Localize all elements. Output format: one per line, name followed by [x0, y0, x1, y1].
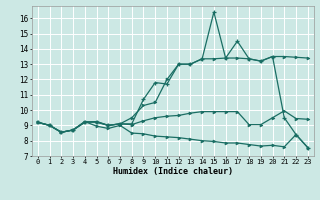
X-axis label: Humidex (Indice chaleur): Humidex (Indice chaleur)	[113, 167, 233, 176]
